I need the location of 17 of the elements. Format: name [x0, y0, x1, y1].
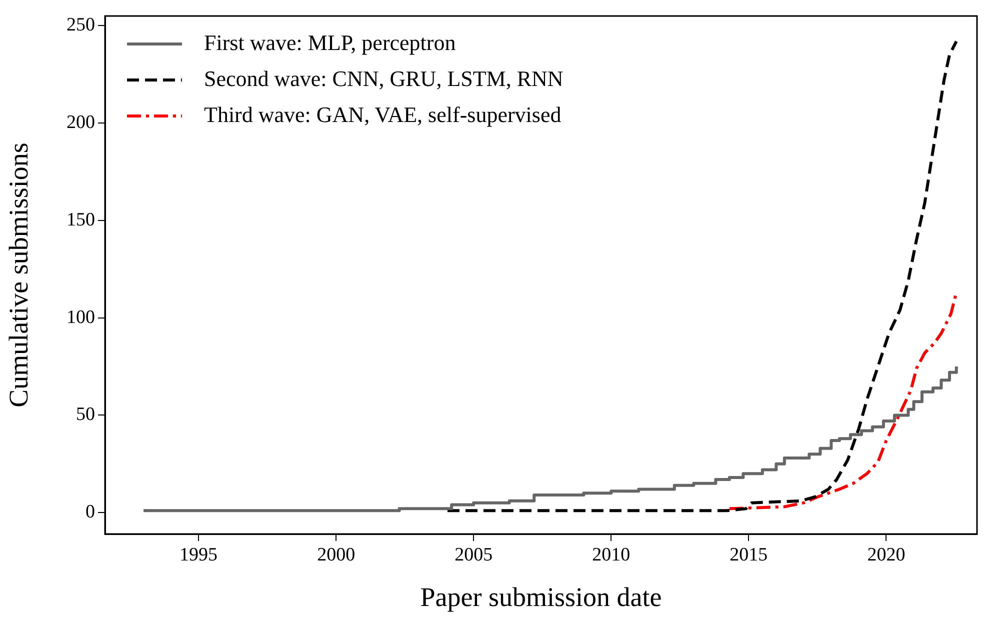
legend-label: First wave: MLP, perceptron [204, 30, 456, 55]
legend-label: Second wave: CNN, GRU, LSTM, RNN [204, 66, 564, 91]
x-tick-label: 2005 [454, 544, 493, 566]
y-tick-label: 100 [66, 306, 95, 328]
y-tick-label: 200 [66, 112, 95, 134]
y-tick-label: 50 [76, 404, 95, 426]
x-tick-label: 2020 [867, 544, 906, 566]
x-tick-label: 2000 [317, 544, 356, 566]
legend-label: Third wave: GAN, VAE, self-supervised [204, 102, 562, 127]
x-tick-label: 1995 [180, 544, 218, 566]
y-axis-title: Cumulative submissions [3, 142, 34, 408]
y-tick-label: 250 [66, 14, 95, 36]
y-tick-label: 0 [86, 502, 95, 523]
x-tick-label: 2015 [730, 544, 768, 566]
x-tick-label: 2010 [592, 544, 630, 566]
x-axis-title: Paper submission date [420, 582, 662, 612]
y-tick-label: 150 [66, 209, 95, 230]
